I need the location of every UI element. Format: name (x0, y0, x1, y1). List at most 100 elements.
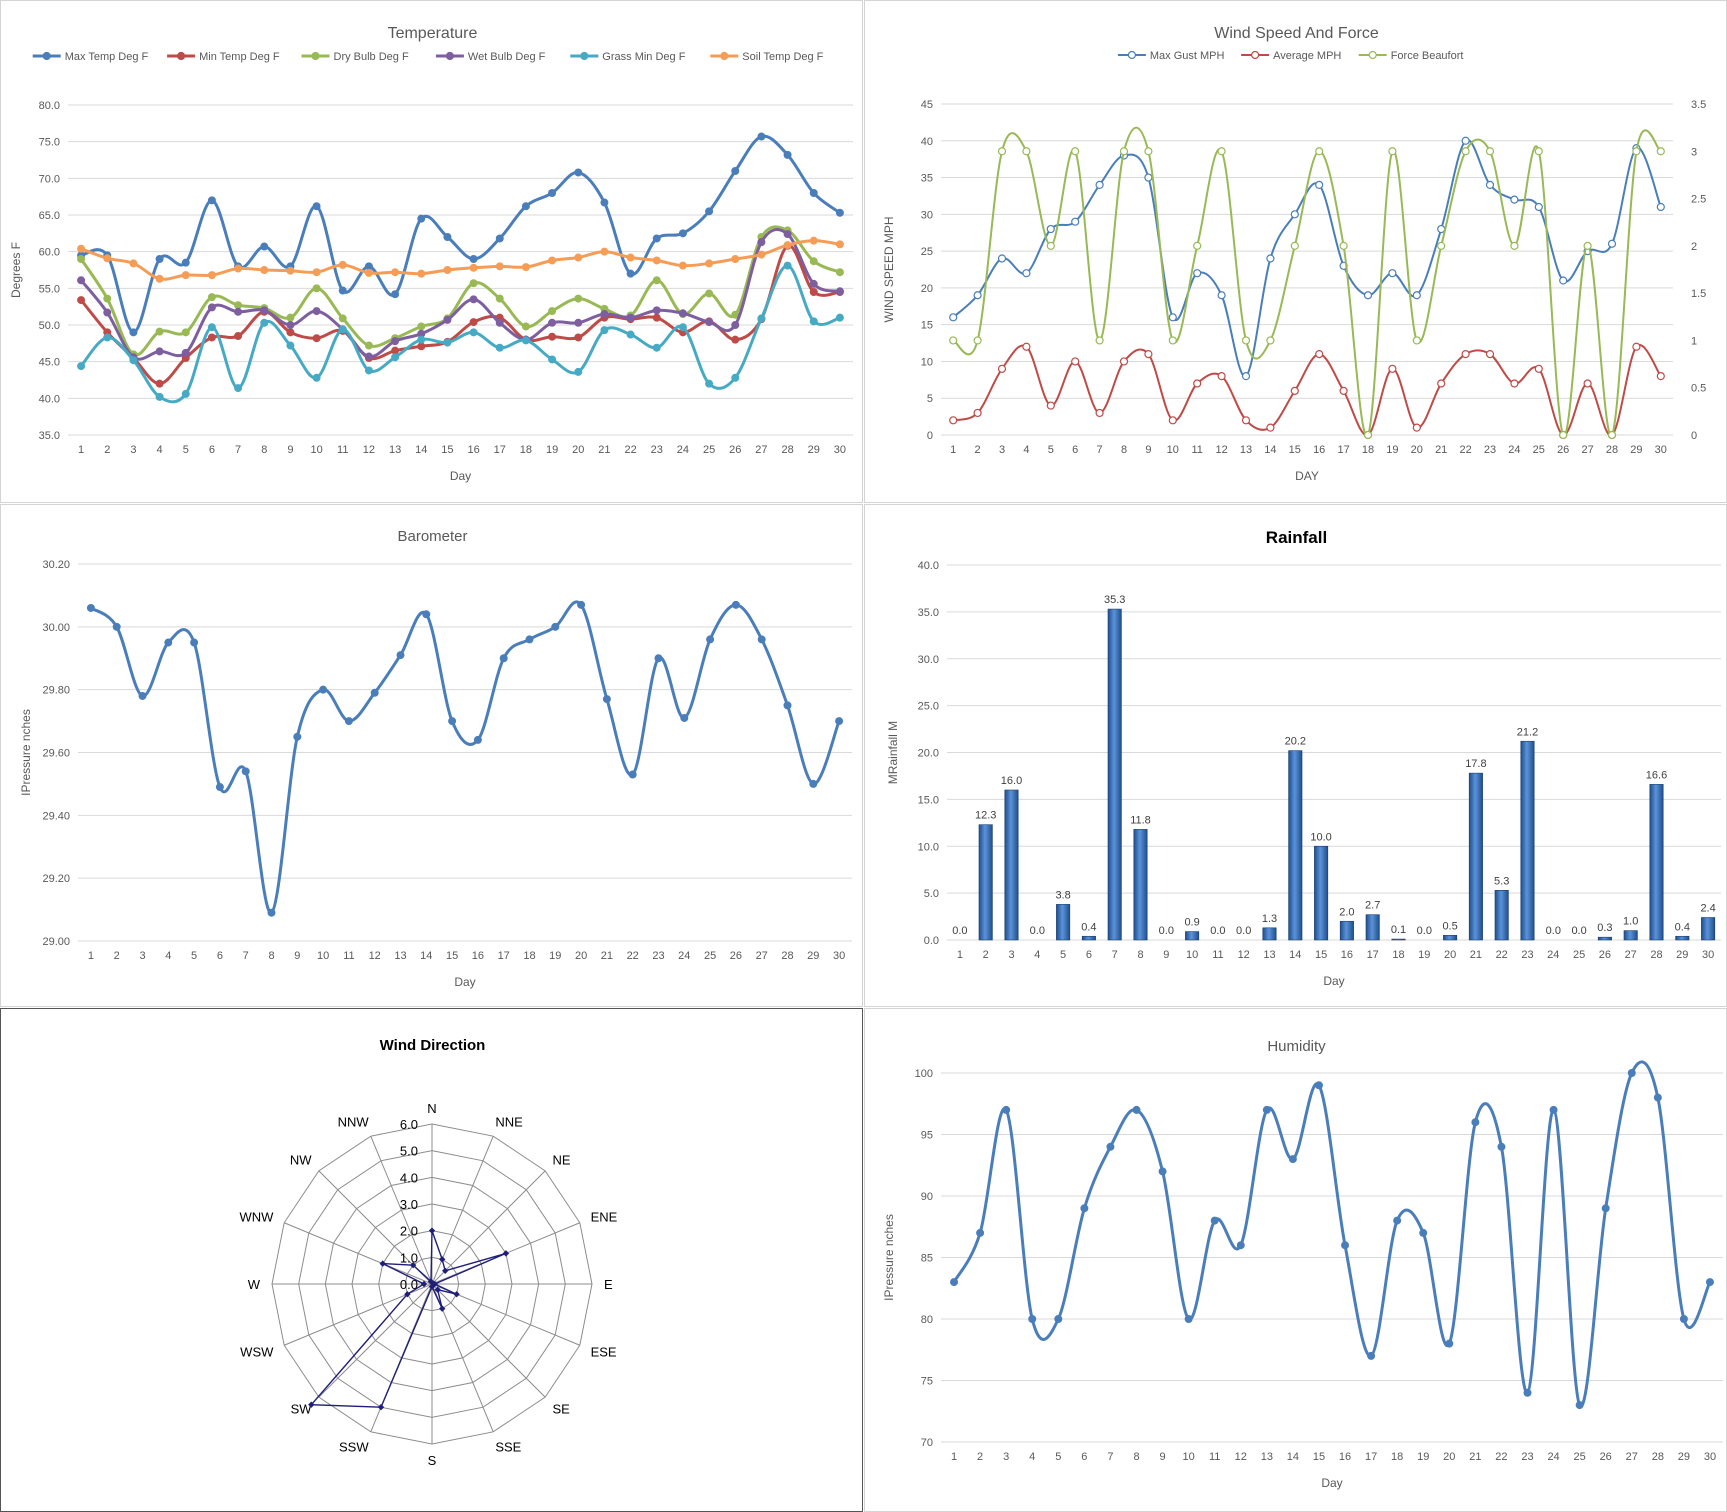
y-tick-label: 0 (927, 430, 933, 442)
data-point (103, 333, 112, 342)
data-point (312, 202, 321, 211)
x-axis-title: Day (450, 469, 471, 483)
data-point (181, 258, 190, 267)
y-tick-label: 60.0 (39, 247, 60, 259)
data-point (1549, 1105, 1558, 1114)
data-point (370, 688, 379, 697)
x-tick-label: 24 (678, 950, 690, 962)
x-axis-title: DAY (1295, 469, 1319, 483)
data-point (731, 335, 740, 344)
legend-entry: Average MPH (1241, 50, 1341, 62)
data-point (181, 348, 190, 357)
legend-label: Soil Temp Deg F (742, 51, 823, 63)
data-point (783, 241, 792, 250)
legend-label: Min Temp Deg F (199, 51, 280, 63)
data-point (338, 325, 347, 334)
radar-point (439, 1256, 446, 1263)
data-point (1656, 372, 1665, 381)
data-label: 2.0 (1339, 906, 1354, 918)
x-tick-label: 10 (1183, 1451, 1195, 1463)
x-tick-label: 20 (1411, 444, 1423, 456)
data-point (548, 318, 557, 327)
data-point (548, 307, 557, 316)
data-point (1445, 1339, 1454, 1348)
data-point (1193, 269, 1202, 278)
data-point (602, 695, 611, 704)
data-point (1656, 202, 1665, 212)
y-tick-label: 75.0 (39, 137, 60, 149)
data-point (949, 313, 958, 322)
data-point (1132, 1105, 1141, 1114)
y-axis-title: MRainfall M (886, 721, 900, 784)
data-point (112, 622, 121, 631)
y-tick-label: 25 (921, 246, 933, 258)
data-point (469, 255, 478, 263)
bar-14 (1288, 750, 1303, 941)
data-point (164, 638, 173, 647)
data-point (155, 347, 164, 356)
data-point (652, 313, 661, 322)
y-tick-label: 75 (921, 1376, 933, 1388)
data-point (1095, 336, 1104, 345)
x-tick-label: 25 (1574, 1451, 1586, 1463)
y-tick-label: 85 (921, 1253, 933, 1265)
data-point (1437, 241, 1446, 250)
x-tick-label: 16 (1339, 1451, 1351, 1463)
data-point (757, 314, 766, 323)
data-point (77, 296, 86, 305)
x-tick-label: 2 (104, 444, 110, 456)
bar-27 (1623, 930, 1638, 941)
y-axis-title: IPressure nches (882, 1214, 896, 1301)
data-point (207, 271, 216, 280)
data-point (312, 373, 321, 382)
data-point (1158, 1167, 1167, 1176)
y-tick-label: 15 (921, 320, 933, 332)
data-point (286, 341, 295, 350)
direction-label: NNW (338, 1114, 370, 1129)
data-point (391, 337, 400, 346)
x-tick-label: 8 (1133, 1451, 1139, 1463)
data-point (1485, 180, 1495, 190)
radial-tick-label: 3.0 (400, 1197, 418, 1212)
data-point (809, 236, 818, 245)
data-point (241, 767, 250, 776)
data-point (155, 255, 164, 263)
data-point (521, 202, 530, 211)
y-tick-label: 70 (921, 1437, 933, 1449)
data-point (234, 301, 243, 310)
data-point (443, 266, 452, 274)
data-point (1534, 147, 1543, 156)
y-tick-label: 50.0 (39, 320, 60, 332)
data-point (574, 294, 583, 303)
data-point (338, 314, 347, 323)
data-point (215, 783, 224, 792)
data-point (469, 279, 478, 288)
x-tick-label: 26 (1600, 1451, 1612, 1463)
data-point (1419, 1228, 1428, 1237)
y-tick-label: 20.0 (918, 748, 939, 760)
legend-entry: Min Temp Deg F (167, 51, 280, 63)
wind-speed-chart-svg: Wind Speed And Force05101520253035404500… (882, 25, 1706, 483)
data-label: 16.6 (1646, 769, 1667, 781)
data-point (1363, 430, 1373, 440)
data-point (234, 332, 243, 340)
x-tick-label: 13 (394, 950, 406, 962)
x-tick-label: 24 (1508, 444, 1520, 456)
series-line (79, 134, 842, 334)
x-axis-title: Day (1321, 1476, 1342, 1490)
x-tick-label: 16 (1313, 444, 1325, 456)
data-point (1290, 210, 1299, 219)
data-point (234, 307, 243, 316)
x-axis-title: Day (1323, 974, 1344, 988)
x-tick-label: 6 (209, 444, 215, 456)
legend-label: Grass Min Deg F (602, 51, 685, 63)
bar-16 (1339, 920, 1354, 941)
y-tick-label: 29.00 (42, 936, 70, 948)
data-point (364, 352, 373, 361)
data-point (1236, 1241, 1245, 1250)
data-point (77, 276, 86, 285)
data-point (344, 717, 353, 726)
x-tick-label: 1 (88, 950, 94, 962)
data-point (1363, 291, 1373, 300)
x-tick-label: 23 (1484, 444, 1496, 456)
